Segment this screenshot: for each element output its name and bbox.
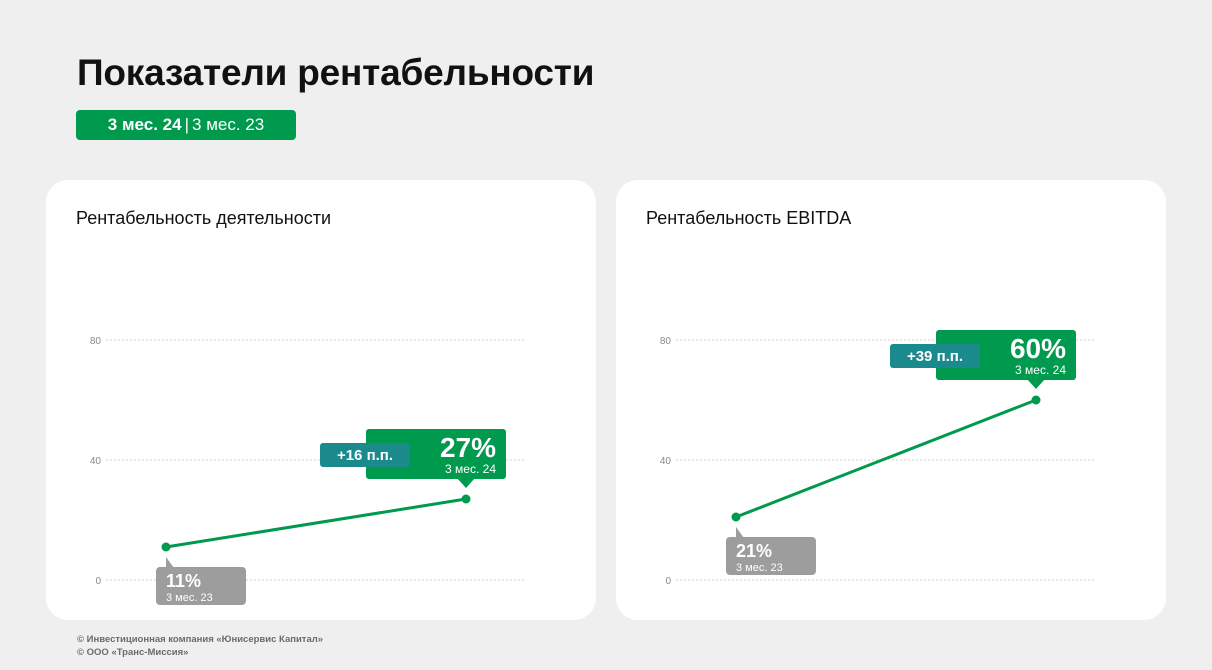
footer-copyright-2: © ООО «Транс-Миссия» xyxy=(77,647,189,658)
start-period-label: 3 мес. 23 xyxy=(166,592,213,604)
end-period-label: 3 мес. 24 xyxy=(1015,363,1066,377)
footer-copyright-1: © Инвестиционная компания «Юнисервис Кап… xyxy=(77,634,324,645)
period-badge: 3 мес. 24 | 3 мес. 23 xyxy=(76,110,296,140)
y-tick-label: 0 xyxy=(95,576,101,587)
end-period-label: 3 мес. 24 xyxy=(445,462,496,476)
period-current-label: 3 мес. 24 xyxy=(107,115,182,134)
period-previous-label: 3 мес. 23 xyxy=(192,115,265,134)
delta-label: +16 п.п. xyxy=(337,447,393,464)
delta-badge: +16 п.п. xyxy=(320,443,410,467)
y-tick-label: 80 xyxy=(90,336,102,347)
start-value-callout: 11%3 мес. 23 xyxy=(156,557,246,605)
page-title: Показатели рентабельности xyxy=(77,52,595,93)
start-period-label: 3 мес. 23 xyxy=(736,562,783,574)
start-value-label: 21% xyxy=(736,541,772,561)
data-point-start xyxy=(731,512,741,522)
y-tick-label: 0 xyxy=(665,576,671,587)
series-line xyxy=(734,398,1038,519)
chart-ebitda-margin: 0 40 80 21%3 мес. 23 60%3 мес. 24 +39 п.п. xyxy=(660,330,1096,587)
y-tick-label: 40 xyxy=(90,456,102,467)
delta-badge: +39 п.п. xyxy=(890,344,980,368)
data-point-start xyxy=(161,542,171,552)
footer: © Инвестиционная компания «Юнисервис Кап… xyxy=(77,633,323,659)
start-callout-pointer xyxy=(166,557,174,568)
data-point-end xyxy=(461,494,471,504)
y-tick-label: 40 xyxy=(660,456,672,467)
delta-badge-box xyxy=(890,344,980,368)
delta-badge-box xyxy=(320,443,410,467)
start-value-label: 11% xyxy=(166,571,201,591)
chart-card-ebitda-margin: Рентабельность EBITDA 0 40 80 21% 3 мес. 23 6… xyxy=(616,180,1166,620)
series-line xyxy=(164,497,468,549)
end-value-callout: 27%3 мес. 24 xyxy=(366,429,506,488)
period-separator: | xyxy=(184,115,190,134)
chart-title: Рентабельность EBITDA xyxy=(646,208,852,228)
data-point-end xyxy=(1031,395,1041,405)
end-value-label: 27% xyxy=(440,432,496,463)
start-value-callout: 21%3 мес. 23 xyxy=(726,527,816,575)
delta-label: +39 п.п. xyxy=(907,348,963,365)
end-callout-pointer xyxy=(457,478,475,488)
chart-card-operating-margin: Рентабельность деятельности 0 40 80 11% 3 ме… xyxy=(46,180,596,620)
end-value-label: 60% xyxy=(1010,333,1066,364)
start-callout-box xyxy=(726,537,816,575)
end-callout-pointer xyxy=(1027,379,1045,389)
start-callout-box xyxy=(156,567,246,605)
y-tick-label: 80 xyxy=(660,336,672,347)
start-callout-pointer xyxy=(736,527,744,538)
chart-title: Рентабельность деятельности xyxy=(76,208,332,228)
